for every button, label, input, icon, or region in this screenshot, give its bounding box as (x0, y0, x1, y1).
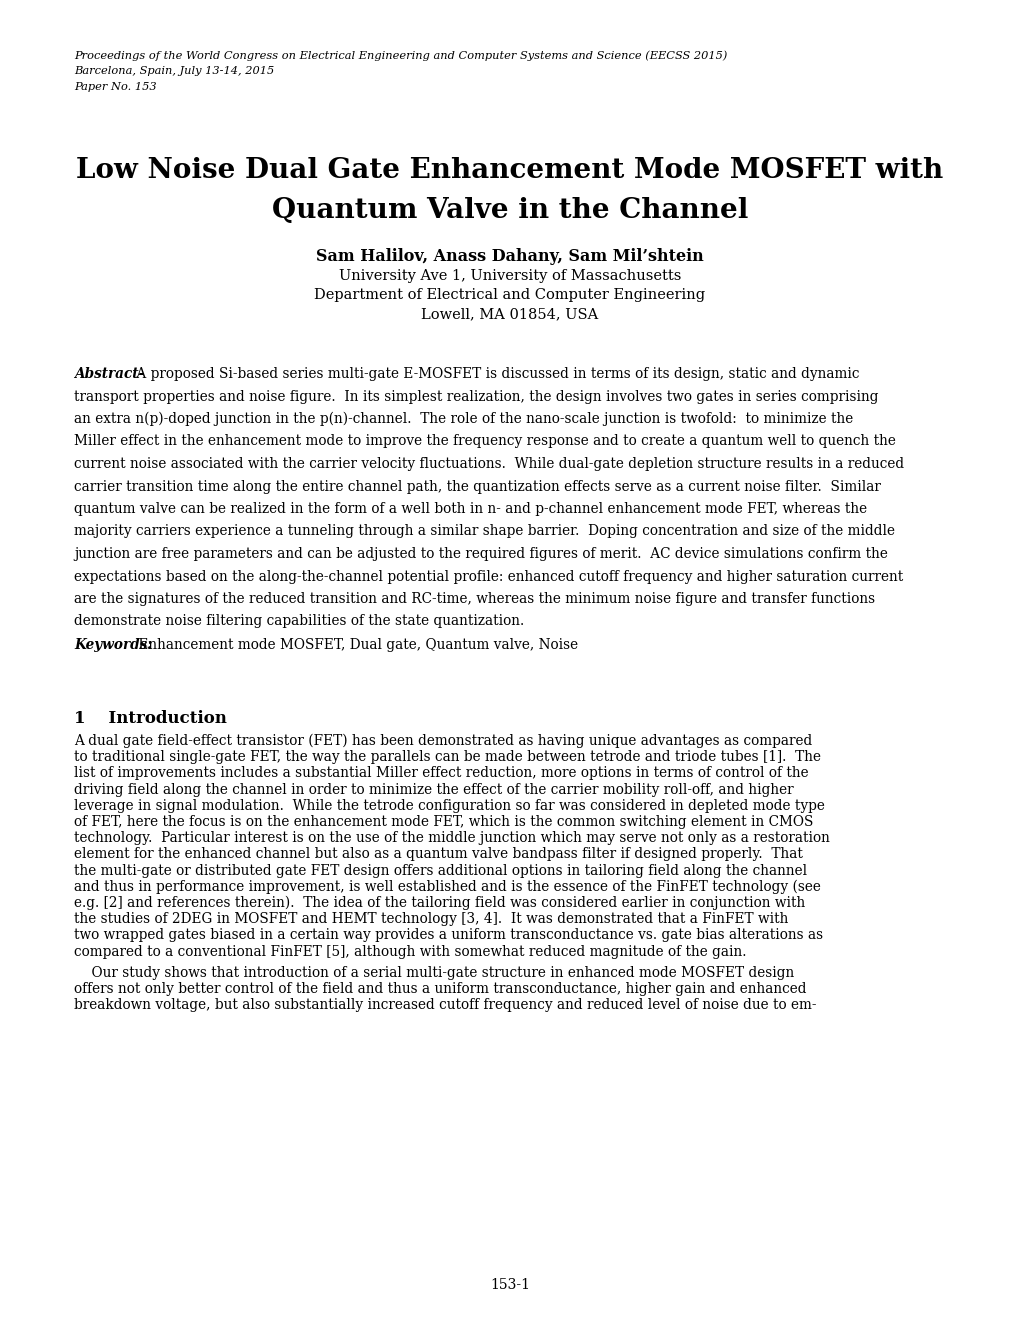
Text: Sam Halilov, Anass Dahany, Sam Mil’shtein: Sam Halilov, Anass Dahany, Sam Mil’shtei… (316, 248, 703, 265)
Text: the studies of 2DEG in MOSFET and HEMT technology [3, 4].  It was demonstrated t: the studies of 2DEG in MOSFET and HEMT t… (74, 912, 788, 927)
Text: Our study shows that introduction of a serial multi-gate structure in enhanced m: Our study shows that introduction of a s… (74, 966, 794, 979)
Text: Abstract-: Abstract- (74, 367, 145, 381)
Text: Low Noise Dual Gate Enhancement Mode MOSFET with: Low Noise Dual Gate Enhancement Mode MOS… (76, 157, 943, 183)
Text: University Ave 1, University of Massachusetts: University Ave 1, University of Massachu… (338, 269, 681, 282)
Text: carrier transition time along the entire channel path, the quantization effects : carrier transition time along the entire… (74, 479, 880, 494)
Text: an extra n(p)-doped junction in the p(n)-channel.  The role of the nano-scale ju: an extra n(p)-doped junction in the p(n)… (74, 412, 853, 426)
Text: e.g. [2] and references therein).  The idea of the tailoring field was considere: e.g. [2] and references therein). The id… (74, 896, 805, 911)
Text: current noise associated with the carrier velocity fluctuations.  While dual-gat: current noise associated with the carrie… (74, 457, 904, 471)
Text: compared to a conventional FinFET [5], although with somewhat reduced magnitude : compared to a conventional FinFET [5], a… (74, 945, 746, 958)
Text: Department of Electrical and Computer Engineering: Department of Electrical and Computer En… (314, 288, 705, 302)
Text: element for the enhanced channel but also as a quantum valve bandpass filter if : element for the enhanced channel but als… (74, 847, 803, 862)
Text: Barcelona, Spain, July 13-14, 2015: Barcelona, Spain, July 13-14, 2015 (74, 66, 274, 77)
Text: are the signatures of the reduced transition and RC-time, whereas the minimum no: are the signatures of the reduced transi… (74, 591, 874, 606)
Text: quantum valve can be realized in the form of a well both in n- and p-channel enh: quantum valve can be realized in the for… (74, 502, 867, 516)
Text: Proceedings of the World Congress on Electrical Engineering and Computer Systems: Proceedings of the World Congress on Ele… (74, 50, 728, 61)
Text: Enhancement mode MOSFET, Dual gate, Quantum valve, Noise: Enhancement mode MOSFET, Dual gate, Quan… (135, 638, 578, 652)
Text: transport properties and noise figure.  In its simplest realization, the design : transport properties and noise figure. I… (74, 389, 878, 404)
Text: to traditional single-gate FET, the way the parallels can be made between tetrod: to traditional single-gate FET, the way … (74, 750, 820, 764)
Text: majority carriers experience a tunneling through a similar shape barrier.  Dopin: majority carriers experience a tunneling… (74, 524, 895, 539)
Text: 153-1: 153-1 (489, 1278, 530, 1292)
Text: of FET, here the focus is on the enhancement mode FET, which is the common switc: of FET, here the focus is on the enhance… (74, 814, 813, 829)
Text: Keywords:: Keywords: (74, 638, 153, 652)
Text: technology.  Particular interest is on the use of the middle junction which may : technology. Particular interest is on th… (74, 832, 829, 845)
Text: list of improvements includes a substantial Miller effect reduction, more option: list of improvements includes a substant… (74, 767, 808, 780)
Text: driving field along the channel in order to minimize the effect of the carrier m: driving field along the channel in order… (74, 783, 794, 796)
Text: Miller effect in the enhancement mode to improve the frequency response and to c: Miller effect in the enhancement mode to… (74, 434, 896, 449)
Text: Lowell, MA 01854, USA: Lowell, MA 01854, USA (421, 308, 598, 321)
Text: two wrapped gates biased in a certain way provides a uniform transconductance vs: two wrapped gates biased in a certain wa… (74, 928, 822, 942)
Text: demonstrate noise filtering capabilities of the state quantization.: demonstrate noise filtering capabilities… (74, 615, 524, 628)
Text: Quantum Valve in the Channel: Quantum Valve in the Channel (271, 197, 748, 224)
Text: junction are free parameters and can be adjusted to the required figures of meri: junction are free parameters and can be … (74, 546, 888, 561)
Text: breakdown voltage, but also substantially increased cutoff frequency and reduced: breakdown voltage, but also substantiall… (74, 998, 816, 1012)
Text: expectations based on the along-the-channel potential profile: enhanced cutoff f: expectations based on the along-the-chan… (74, 569, 903, 583)
Text: 1    Introduction: 1 Introduction (74, 710, 227, 727)
Text: A proposed Si-based series multi-gate E-MOSFET is discussed in terms of its desi: A proposed Si-based series multi-gate E-… (132, 367, 859, 381)
Text: offers not only better control of the field and thus a uniform transconductance,: offers not only better control of the fi… (74, 982, 806, 997)
Text: Paper No. 153: Paper No. 153 (74, 82, 157, 92)
Text: the multi-gate or distributed gate FET design offers additional options in tailo: the multi-gate or distributed gate FET d… (74, 863, 807, 878)
Text: A dual gate field-effect transistor (FET) has been demonstrated as having unique: A dual gate field-effect transistor (FET… (74, 734, 812, 748)
Text: and thus in performance improvement, is well established and is the essence of t: and thus in performance improvement, is … (74, 880, 820, 894)
Text: leverage in signal modulation.  While the tetrode configuration so far was consi: leverage in signal modulation. While the… (74, 799, 824, 813)
